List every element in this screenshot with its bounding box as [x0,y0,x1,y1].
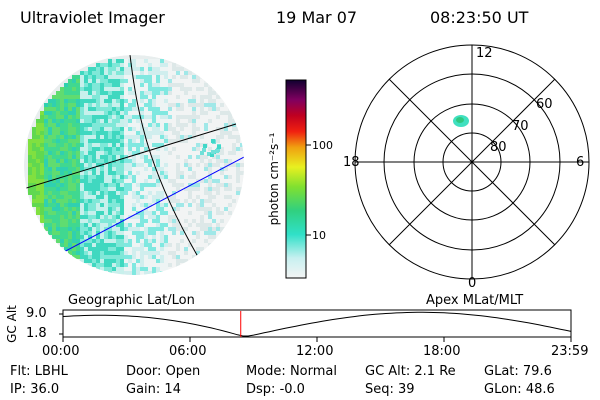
orbit-altitude-plot [59,309,572,342]
alt-tick-9: 9.0 [26,306,47,321]
altitude-curve [62,311,572,337]
colorbar-tick-100: 100 [312,139,333,152]
meridian-line [129,55,214,275]
mlt-label-12: 12 [476,46,493,61]
status-filter: Flt: LBHL [10,364,68,379]
polar-plot [354,44,590,280]
image-date: 19 Mar 07 [276,8,358,27]
mlat-label-60: 60 [536,97,553,112]
time-tick-1200: 12:00 [296,344,334,359]
status-door: Door: Open [126,364,201,379]
mlat-label-80: 80 [490,140,507,155]
mlt-label-18: 18 [343,155,360,170]
latitude-line [24,123,237,191]
earth-disk-image [24,55,244,275]
mlt-label-0: 0 [468,276,477,291]
colorbar-unit-label: photon cm⁻²s⁻¹ [267,132,281,226]
status-dsp: Dsp: -0.0 [246,382,305,397]
status-ip: IP: 36.0 [10,382,60,397]
alt-tick-1-8: 1.8 [26,326,47,341]
geographic-label: Geographic Lat/Lon [68,293,195,308]
status-gc-alt: GC Alt: 2.1 Re [365,364,456,379]
image-time: 08:23:50 UT [430,8,529,27]
colorbar [285,79,311,279]
mlt-label-6: 6 [576,155,585,170]
mlat-label-70: 70 [512,119,529,134]
colorbar-tick-10: 10 [312,229,326,242]
time-tick-0000: 00:00 [42,344,80,359]
status-mode: Mode: Normal [246,364,337,379]
time-tick-0600: 06:00 [169,344,207,359]
status-seq: Seq: 39 [365,382,415,397]
gc-alt-axis-label: GC Alt [5,305,19,343]
time-tick-2359: 23:59 [551,344,589,359]
status-glat: GLat: 79.6 [484,364,552,379]
time-tick-1800: 18:00 [423,344,461,359]
auroral-spot [453,115,469,127]
instrument-title: Ultraviolet Imager [20,8,165,27]
apex-label: Apex MLat/MLT [426,293,524,308]
status-glon: GLon: 48.6 [484,382,555,397]
status-gain: Gain: 14 [126,382,181,397]
